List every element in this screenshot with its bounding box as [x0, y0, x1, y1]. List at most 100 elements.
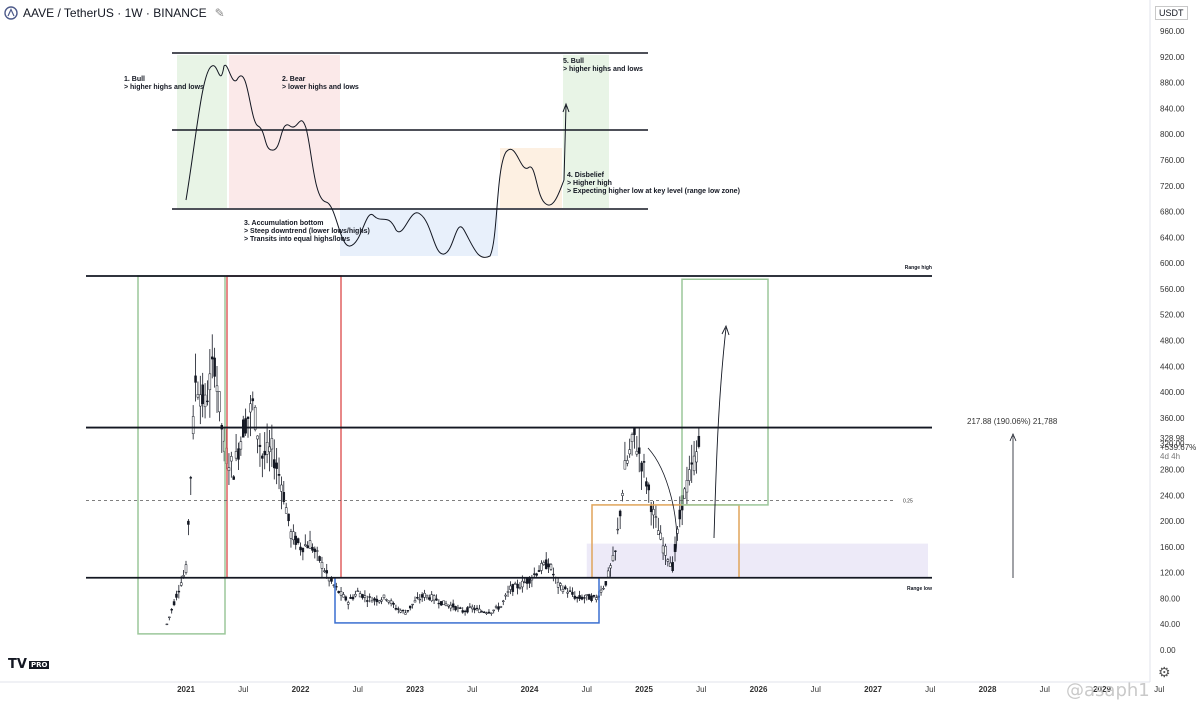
candle-body [578, 595, 581, 599]
candle-body [201, 384, 204, 405]
candle-body [208, 373, 212, 391]
candle-body [583, 597, 586, 599]
candle-body [361, 594, 364, 599]
price-tick-label: 520.00 [1160, 311, 1185, 320]
price-tick-label: 640.00 [1160, 233, 1185, 242]
candle-body [590, 595, 593, 602]
candle-body [256, 435, 259, 440]
range-low-zone [586, 543, 928, 578]
schematic-bull-shade-1 [177, 55, 227, 208]
candle-body [595, 597, 598, 600]
candle-body [468, 606, 472, 608]
candle-body [668, 562, 672, 567]
candle-body [282, 492, 286, 502]
candle-body [418, 598, 422, 601]
symbol-title[interactable]: AAVE / TetherUS · 1W · BINANCE [23, 6, 207, 20]
range-high-label: Range high [905, 265, 932, 271]
time-tick-label: Jul [582, 685, 592, 694]
edit-pencil-icon[interactable]: ✎ [214, 6, 225, 20]
candle-body [561, 589, 565, 592]
price-tick-label: 80.00 [1160, 594, 1181, 603]
candle-body [535, 573, 538, 576]
note-bull-5: 5. Bull > higher highs and lows [563, 58, 643, 74]
candle-body [437, 602, 441, 605]
note-title: 3. Accumulation bottom [244, 220, 324, 227]
measure-readout: 217.88 (190.06%) 21,788 [967, 417, 1058, 426]
time-tick-label: Jul [238, 685, 248, 694]
schematic-bull-shade-5 [563, 55, 609, 208]
candle-body [210, 356, 214, 360]
candle-body [258, 444, 262, 447]
note-title: 4. Disbelief [567, 172, 604, 179]
note-title: 2. Bear [282, 76, 306, 83]
candle-body [263, 450, 266, 456]
gear-icon[interactable]: ⚙ [1158, 664, 1171, 680]
price-tick-label: 680.00 [1160, 208, 1185, 217]
candle-body [592, 595, 596, 597]
candle-body [673, 544, 677, 552]
candle-body [518, 587, 522, 589]
watermark: @asaph1 [1066, 680, 1150, 701]
candle-body [172, 601, 176, 606]
candle-body [401, 609, 405, 612]
candle-body [199, 394, 202, 407]
candle-body [411, 603, 414, 606]
candle-body [640, 462, 643, 472]
time-tick-label: 2027 [864, 685, 882, 694]
candle-body [664, 545, 667, 556]
aave-logo-icon [4, 6, 18, 20]
candle-body [657, 530, 660, 535]
tradingview-logo[interactable]: TV PRO [8, 657, 50, 672]
candle-body [413, 600, 417, 603]
candle-body [232, 476, 235, 480]
candle-body [387, 600, 391, 603]
candle-body [497, 606, 500, 610]
candle-body [559, 583, 562, 586]
chart-header: AAVE / TetherUS · 1W · BINANCE ✎ [0, 0, 1150, 26]
candle-body [513, 583, 517, 585]
time-tick-label: 2025 [635, 685, 653, 694]
time-tick-label: Jul [696, 685, 706, 694]
candle-body [313, 548, 317, 553]
candle-body [168, 616, 171, 618]
candle-body [568, 590, 572, 592]
candle-body [602, 588, 605, 590]
candle-body [392, 603, 395, 605]
candle-body [614, 550, 617, 552]
candle-body [571, 591, 574, 595]
candle-body [301, 547, 305, 553]
candle-body [423, 592, 426, 598]
candle-body [354, 593, 357, 597]
candle-body [306, 545, 309, 549]
price-tick-label: 880.00 [1160, 79, 1185, 88]
candle-body [389, 600, 393, 604]
last-price-label: 4d 4h [1160, 452, 1180, 461]
currency-selector[interactable]: USDT [1155, 6, 1188, 20]
note-accumulation-3: 3. Accumulation bottom > Steep downtrend… [244, 220, 370, 244]
candle-body [351, 596, 355, 600]
candle-body [339, 591, 343, 596]
candle-body [482, 611, 486, 614]
candle-body [451, 603, 455, 608]
candle-body [399, 610, 402, 613]
candle-body [606, 570, 610, 578]
candle-body [304, 544, 307, 547]
candle-body [244, 418, 247, 434]
time-tick-label: Jul [353, 685, 363, 694]
candle-body [289, 531, 293, 539]
last-price-label: +539.67% [1160, 443, 1196, 452]
candle-body [456, 607, 460, 609]
candle-body [442, 600, 445, 605]
candle-body [549, 564, 553, 570]
candle-body [564, 586, 567, 590]
candle-body [690, 462, 693, 465]
schematic-bear-shade-2 [229, 55, 340, 208]
candle-body [556, 581, 560, 588]
candle-body [683, 488, 686, 499]
candle-body [404, 612, 407, 615]
time-tick-label: Jul [1040, 685, 1050, 694]
candle-body [380, 599, 383, 602]
projection-arrow [713, 327, 727, 539]
candle-body [175, 593, 178, 598]
